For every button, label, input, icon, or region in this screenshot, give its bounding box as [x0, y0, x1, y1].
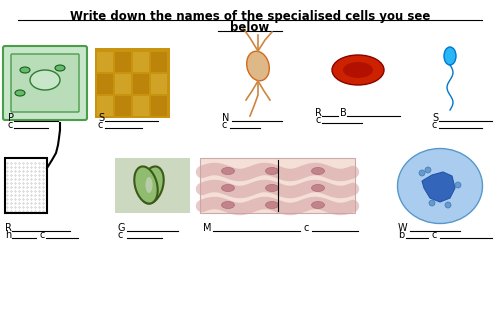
Circle shape — [429, 200, 435, 206]
Text: N: N — [222, 113, 230, 123]
Ellipse shape — [140, 166, 164, 204]
Circle shape — [425, 167, 431, 173]
Text: c: c — [222, 120, 228, 130]
Ellipse shape — [222, 201, 234, 209]
Bar — [97, 74, 113, 94]
Text: c: c — [304, 223, 310, 233]
Ellipse shape — [222, 184, 234, 192]
Ellipse shape — [332, 55, 384, 85]
Ellipse shape — [246, 51, 270, 81]
Ellipse shape — [266, 184, 278, 192]
Bar — [97, 96, 113, 116]
Ellipse shape — [20, 67, 30, 73]
Ellipse shape — [146, 177, 152, 193]
Ellipse shape — [15, 90, 25, 96]
Ellipse shape — [398, 149, 482, 223]
Polygon shape — [422, 172, 455, 202]
Text: h: h — [5, 230, 11, 240]
Text: B: B — [340, 108, 347, 118]
Ellipse shape — [30, 70, 60, 90]
Text: c: c — [98, 120, 103, 130]
Bar — [133, 52, 149, 72]
Text: b: b — [398, 230, 404, 240]
Ellipse shape — [312, 201, 324, 209]
Text: c: c — [39, 230, 44, 240]
Bar — [5, 158, 47, 213]
Ellipse shape — [312, 168, 324, 174]
Ellipse shape — [343, 62, 373, 78]
Bar — [95, 48, 170, 118]
Bar — [133, 74, 149, 94]
Circle shape — [455, 182, 461, 188]
Ellipse shape — [312, 184, 324, 192]
Bar — [97, 52, 113, 72]
Circle shape — [419, 170, 425, 176]
Text: R: R — [5, 223, 12, 233]
Ellipse shape — [444, 47, 456, 65]
Text: c: c — [315, 115, 320, 125]
Text: Write down the names of the specialised cells you see: Write down the names of the specialised … — [70, 10, 430, 23]
Bar — [151, 74, 167, 94]
Text: W: W — [398, 223, 407, 233]
Text: c: c — [432, 230, 438, 240]
Text: c: c — [118, 230, 124, 240]
Text: below: below — [230, 21, 270, 34]
Bar — [115, 158, 190, 213]
Ellipse shape — [222, 168, 234, 174]
Circle shape — [445, 202, 451, 208]
Bar — [133, 96, 149, 116]
Text: c: c — [8, 120, 14, 130]
Bar — [115, 52, 131, 72]
Text: M: M — [203, 223, 211, 233]
Ellipse shape — [266, 168, 278, 174]
Text: S: S — [432, 113, 438, 123]
Bar — [151, 52, 167, 72]
Text: G: G — [118, 223, 126, 233]
Text: S: S — [98, 113, 104, 123]
Text: P: P — [8, 113, 14, 123]
Ellipse shape — [55, 65, 65, 71]
Bar — [151, 96, 167, 116]
Ellipse shape — [134, 166, 158, 204]
Bar — [115, 74, 131, 94]
Text: R: R — [315, 108, 322, 118]
Ellipse shape — [266, 201, 278, 209]
Text: c: c — [432, 120, 438, 130]
Bar — [115, 96, 131, 116]
Bar — [200, 158, 355, 213]
FancyBboxPatch shape — [3, 46, 87, 120]
FancyBboxPatch shape — [11, 54, 79, 112]
